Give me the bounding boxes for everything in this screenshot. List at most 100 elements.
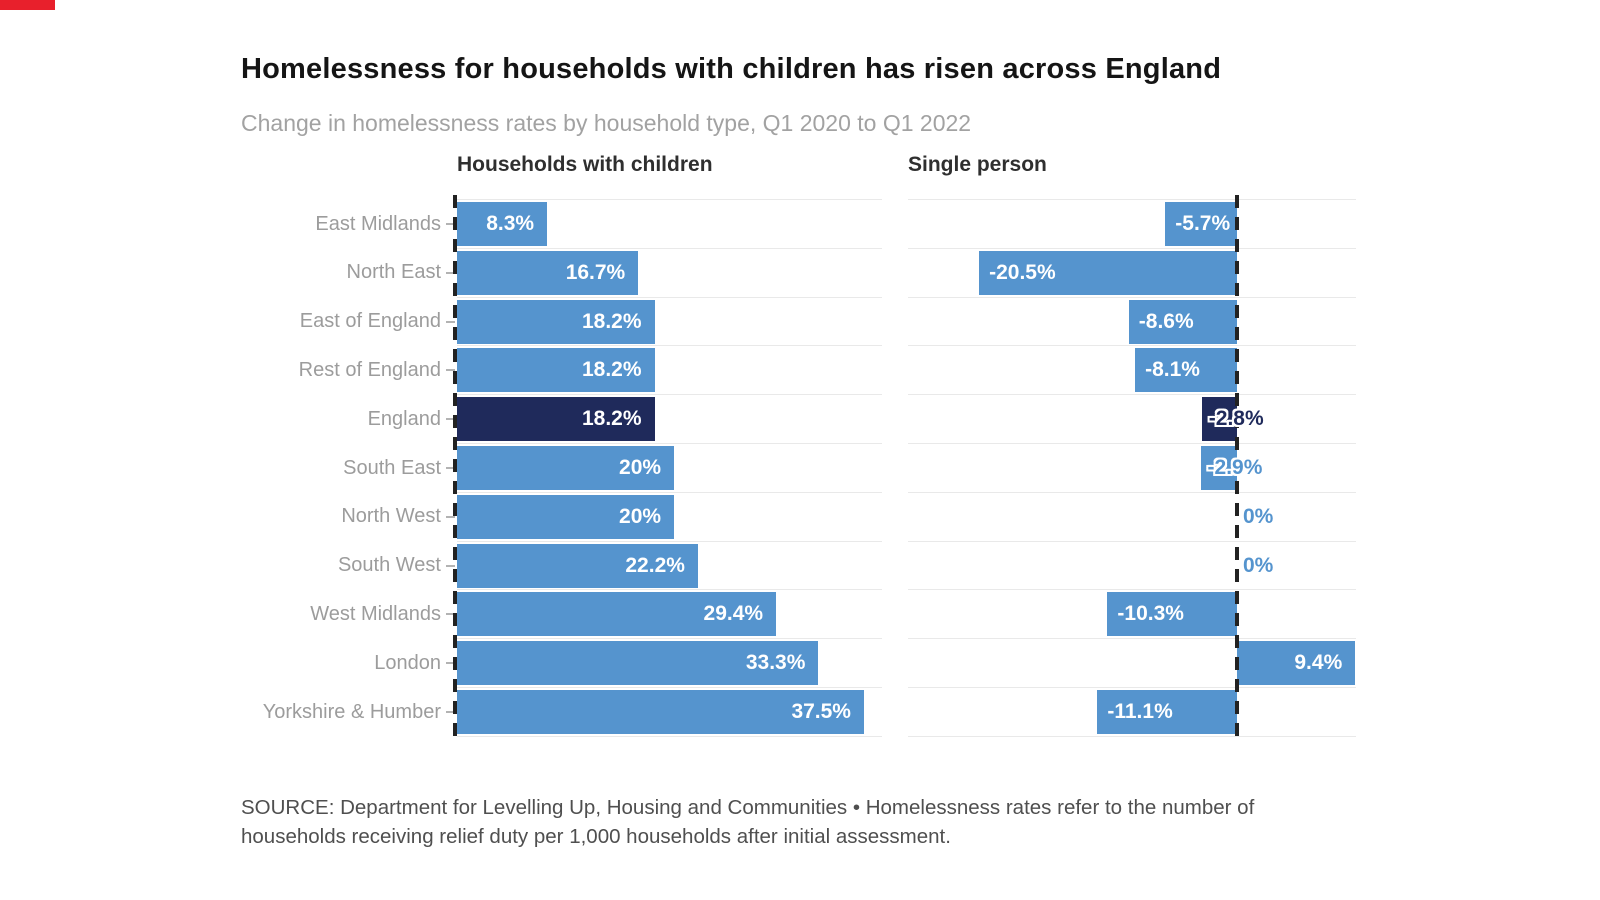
bar-households-with-children: 8.3% [457,201,548,246]
diverging-bar-chart: East Midlands 8.3% -5.7% North East 16.7… [0,195,1600,737]
region-label: Rest of England [298,358,441,381]
chart-row: South West 22.2% 0% [0,541,1600,590]
chart-row: North East 16.7% -20.5% [0,248,1600,297]
bar-households-with-children: 29.4% [457,592,777,637]
axis-tick [446,271,455,274]
panel-header-households-with-children: Households with children [457,153,713,176]
gridline [457,491,882,493]
bar-single-person: -20.5% [979,250,1237,295]
zero-axis-right [1235,195,1239,737]
bar-value-label: 37.5% [791,699,851,723]
chart-row: West Midlands 29.4% -10.3% [0,590,1600,639]
gridline [457,247,882,249]
region-label: London [374,651,441,674]
bar-households-with-children: 18.2% [457,397,655,442]
chart-row: London 33.3% 9.4% [0,639,1600,688]
bar-households-with-children: 22.2% [457,543,698,588]
bar-single-person: -8.1% [1135,348,1237,393]
bar-value-label: 20% [619,504,662,528]
gridline [457,687,882,689]
axis-tick [446,564,455,567]
bar-value-label: 22.2% [625,553,685,577]
bar-households-with-children: 37.5% [457,689,864,734]
bar-value-label: -10.3% [1117,602,1184,626]
gridline [457,735,882,737]
bar-value-label: -20.5% [989,260,1056,284]
chart-subtitle: Change in homelessness rates by househol… [241,110,972,136]
bar-value-label-outside: -2.9% [1207,455,1263,479]
gridline [457,638,882,640]
bar-single-person: -8.6% [1128,299,1237,344]
bar-value-label: 18.2% [581,309,642,333]
chart-row: South East 20% -2.9% [0,444,1600,493]
gridline [908,589,1356,591]
bar-households-with-children: 33.3% [457,641,819,686]
gridline [457,443,882,445]
gridline [908,491,1356,493]
region-label: West Midlands [310,602,441,625]
bar-value-label: 33.3% [745,651,806,675]
region-label: England [367,407,441,430]
bar-value-label-outside: 0% [1243,553,1274,577]
axis-tick [446,613,455,616]
bar-value-label: 8.3% [486,211,535,235]
axis-tick [446,515,455,518]
region-label: Yorkshire & Humber [262,700,441,723]
bar-households-with-children: 16.7% [457,250,639,295]
bar-single-person [1201,397,1237,442]
axis-tick [446,418,455,421]
bar-single-person: -10.3% [1107,592,1237,637]
brand-accent-bar [0,0,55,10]
bar-value-label: -8.1% [1145,358,1200,382]
bar-value-label: -8.6% [1138,309,1194,333]
axis-tick [446,710,455,713]
gridline [908,540,1356,542]
region-label: East of England [299,310,441,333]
bar-value-label: -11.1% [1107,699,1173,723]
axis-tick [446,662,455,665]
bar-single-person: 9.4% [1237,641,1356,686]
gridline [908,296,1356,298]
region-label: South West [337,554,441,577]
gridline [457,199,882,201]
gridline [908,638,1356,640]
axis-tick [446,320,455,323]
region-label: North West [341,505,441,528]
bar-value-label: -5.7% [1175,211,1231,235]
gridline [457,296,882,298]
gridline [908,345,1356,347]
source-note: SOURCE: Department for Levelling Up, Hou… [241,793,1381,851]
panel-header-single-person: Single person [908,153,1047,176]
gridline [457,345,882,347]
chart-row: Yorkshire & Humber 37.5% -11.1% [0,688,1600,737]
gridline [908,735,1356,737]
bar-value-label: 18.2% [581,407,642,431]
gridline [457,540,882,542]
region-label: North East [346,261,441,284]
gridline [908,443,1356,445]
chart-row: England 18.2% -2.8% [0,395,1600,444]
bar-value-label-outside: -2.8% [1208,407,1264,431]
gridline [908,394,1356,396]
zero-axis-left [453,195,457,737]
source-line-1: SOURCE: Department for Levelling Up, Hou… [241,796,1255,819]
axis-tick [446,222,455,225]
bar-single-person: -5.7% [1165,201,1237,246]
bar-single-person: -11.1% [1097,689,1237,734]
bar-households-with-children: 20% [457,445,675,490]
region-label: South East [343,456,441,479]
axis-tick [446,369,455,372]
bar-single-person [1200,445,1237,490]
bar-value-label: 20% [619,455,662,479]
bar-value-label: 9.4% [1294,651,1343,675]
gridline [457,394,882,396]
chart-row: East of England 18.2% -8.6% [0,297,1600,346]
bar-households-with-children: 18.2% [457,299,655,344]
chart-row: Rest of England 18.2% -8.1% [0,346,1600,395]
axis-tick [446,466,455,469]
gridline [908,247,1356,249]
gridline [908,687,1356,689]
gridline [908,199,1356,201]
region-label: East Midlands [315,212,441,235]
